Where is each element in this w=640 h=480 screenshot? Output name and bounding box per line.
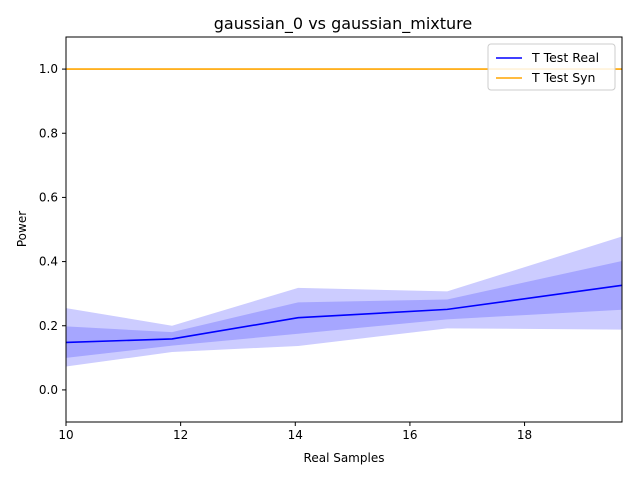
y-tick-label: 0.2	[39, 319, 58, 333]
legend-label: T Test Real	[531, 50, 599, 65]
x-tick-label: 18	[517, 428, 532, 442]
x-axis: 10 12 14 16 18	[58, 422, 532, 442]
y-tick-label: 0.8	[39, 126, 58, 140]
x-tick-label: 14	[288, 428, 303, 442]
series-line-0	[65, 284, 623, 344]
y-axis: 0.0 0.2 0.4 0.6 0.8 1.0	[39, 62, 66, 397]
legend-label: T Test Syn	[531, 70, 595, 85]
x-tick-label: 12	[173, 428, 188, 442]
y-tick-label: 0.6	[39, 190, 58, 204]
chart-title: gaussian_0 vs gaussian_mixture	[214, 14, 472, 34]
confidence-bands	[66, 236, 622, 367]
y-axis-label: Power	[15, 211, 29, 247]
y-tick-label: 0.4	[39, 255, 58, 269]
x-tick-label: 10	[58, 428, 73, 442]
y-tick-label: 0.0	[39, 383, 58, 397]
plot-frame	[65, 36, 623, 423]
legend: T Test Real T Test Syn	[487, 43, 616, 91]
x-axis-label: Real Samples	[304, 451, 385, 465]
y-tick-label: 1.0	[39, 62, 58, 76]
x-tick-label: 16	[402, 428, 417, 442]
